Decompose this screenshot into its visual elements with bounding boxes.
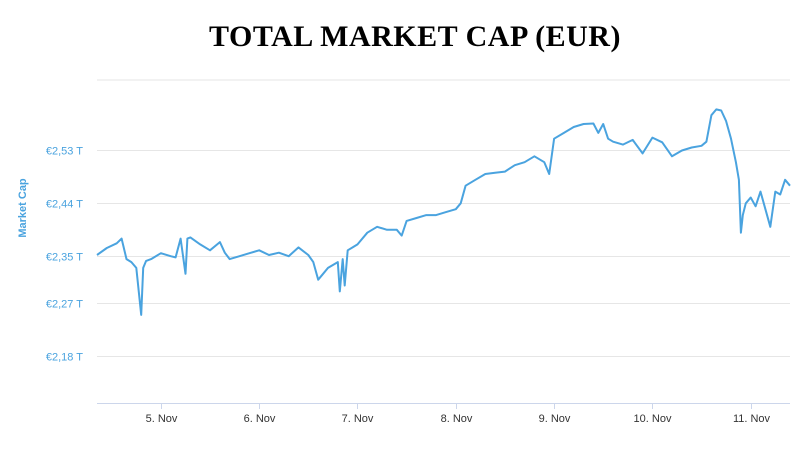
series-line-0 xyxy=(96,108,791,316)
x-tick-label: 7. Nov xyxy=(342,413,374,425)
y-tick-label: €2,53 T xyxy=(46,146,83,158)
y-axis: €2,18 T €2,27 T €2,35 T €2,44 T €2,53 T xyxy=(46,146,83,364)
x-tick-label: 9. Nov xyxy=(539,413,571,425)
x-tick-label: 8. Nov xyxy=(441,413,473,425)
x-tick-label: 5. Nov xyxy=(146,413,178,425)
x-tick-label: 6. Nov xyxy=(244,413,276,425)
chart-title: TOTAL MARKET CAP (EUR) xyxy=(209,20,621,53)
x-tick-label: 11. Nov xyxy=(733,413,771,425)
y-axis-label: Market Cap xyxy=(17,178,29,238)
y-tick-label: €2,27 T xyxy=(46,299,83,311)
x-tick-label: 10. Nov xyxy=(634,413,672,425)
y-tick-label: €2,44 T xyxy=(46,199,83,211)
y-tick-label: €2,35 T xyxy=(46,252,83,264)
series-group xyxy=(96,108,791,316)
y-tick-label: €2,18 T xyxy=(46,352,83,364)
x-axis: 5. Nov 6. Nov 7. Nov 8. Nov 9. Nov 10. Nov 11.… xyxy=(97,403,790,425)
gridlines xyxy=(97,79,790,357)
